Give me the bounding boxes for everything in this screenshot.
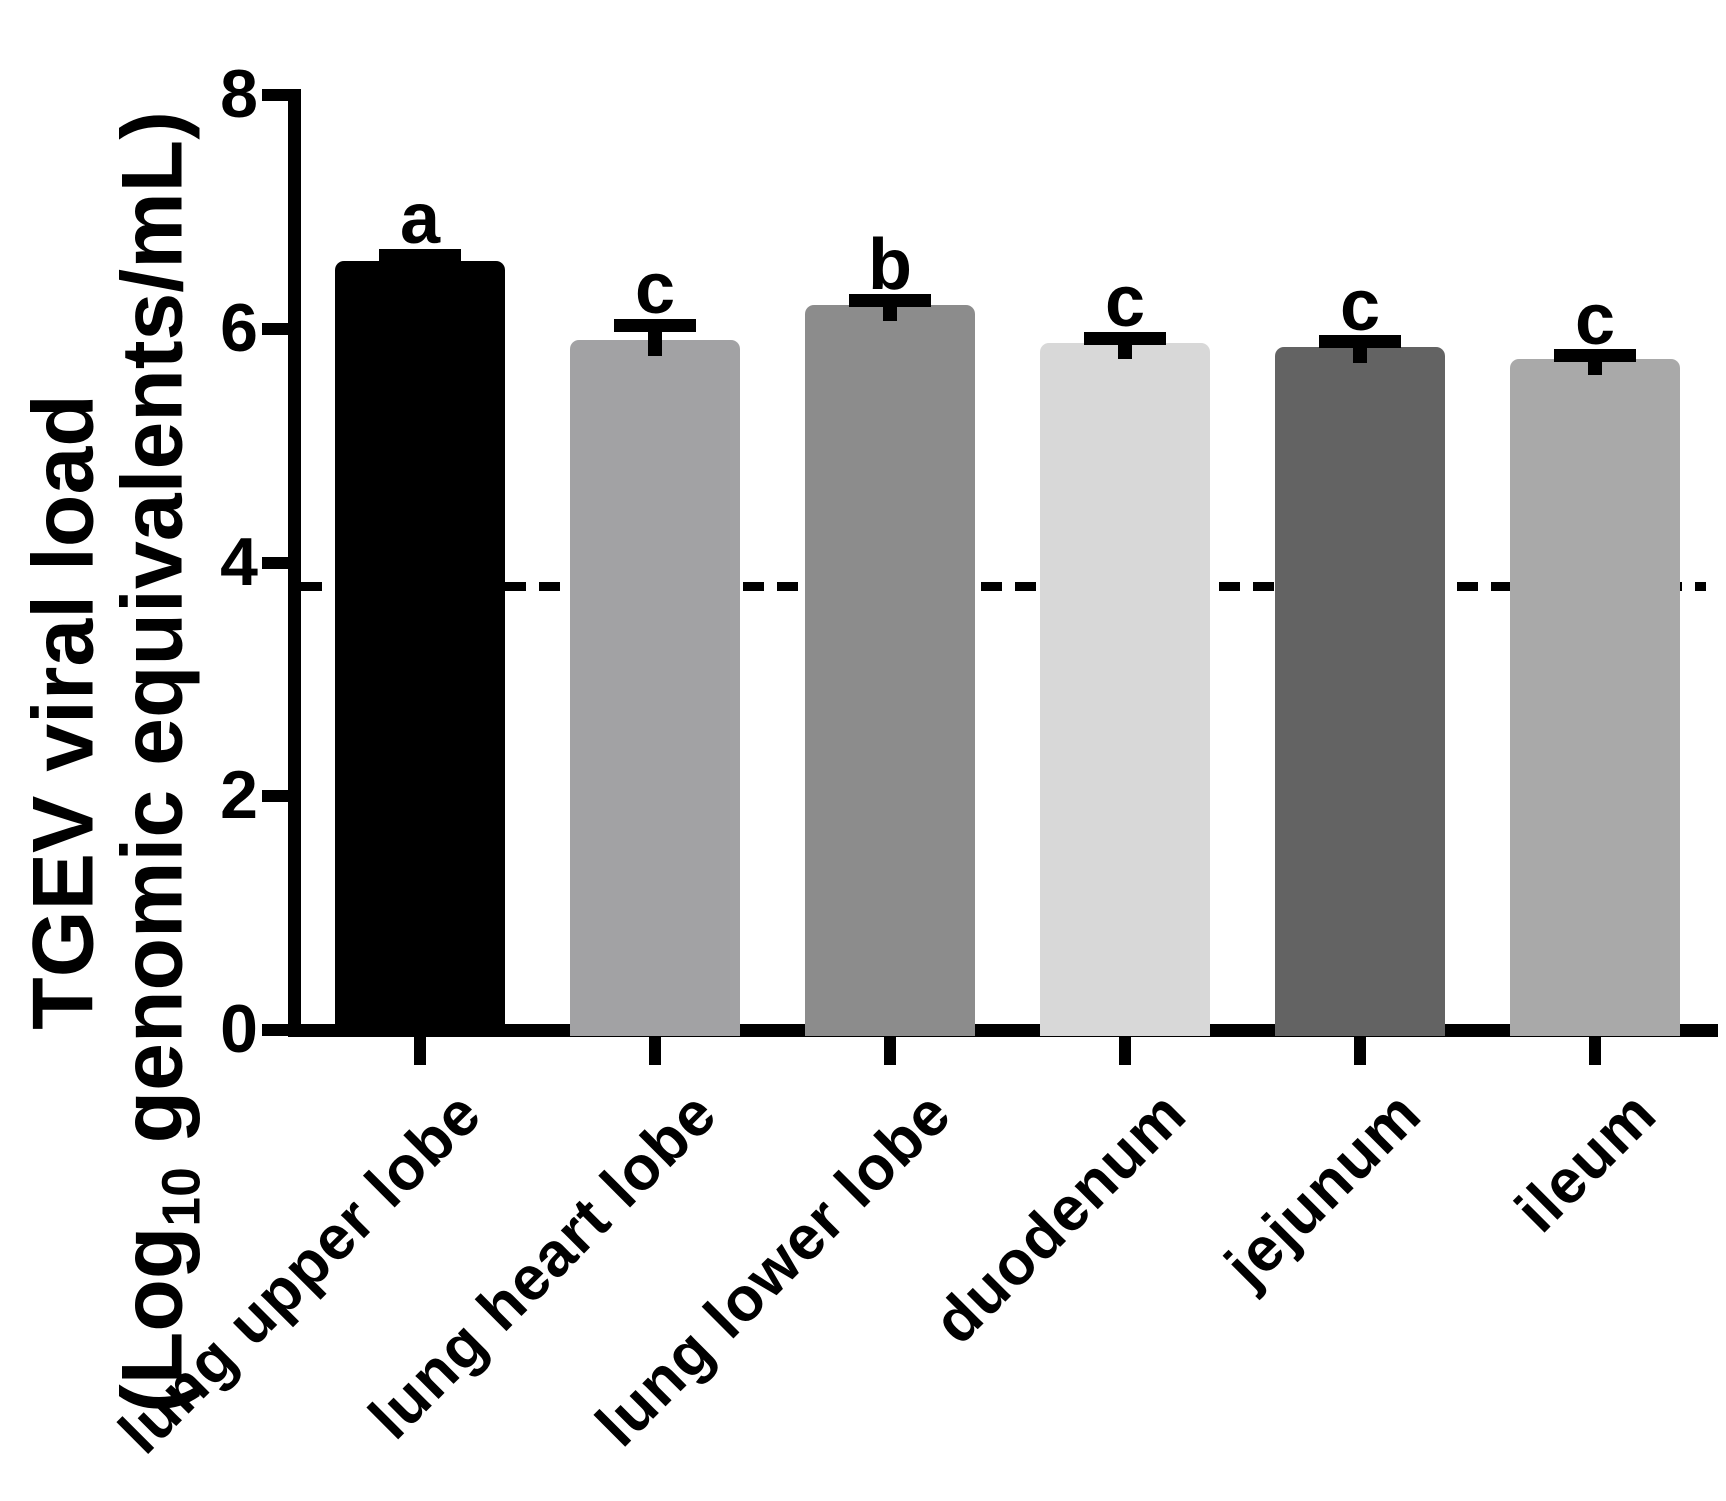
bar-jejunum bbox=[1275, 347, 1445, 1036]
significance-letter-lung-lower-lobe: b bbox=[868, 224, 912, 305]
y-axis-tick bbox=[262, 556, 288, 569]
y-axis-tick bbox=[262, 790, 288, 803]
y-axis-tick bbox=[262, 322, 288, 335]
y-axis-title-log-subscript: 10 bbox=[152, 1167, 212, 1227]
x-axis-label-duodenum: duodenum bbox=[921, 1078, 1200, 1358]
y-axis-tick-label: 2 bbox=[220, 757, 258, 834]
significance-letter-duodenum: c bbox=[1104, 262, 1146, 343]
bar-ileum bbox=[1510, 359, 1680, 1036]
x-axis-tick bbox=[414, 1037, 426, 1065]
bar-lung-upper-lobe bbox=[335, 260, 505, 1036]
error-bar-cap-ileum bbox=[1554, 349, 1636, 363]
significance-letter-lung-upper-lobe: a bbox=[399, 179, 441, 260]
y-axis-tick-label: 6 bbox=[220, 289, 258, 366]
y-axis-tick-label: 4 bbox=[220, 523, 258, 600]
detection-limit-dashed-line bbox=[301, 581, 1706, 591]
error-bar-cap-lung-upper-lobe bbox=[379, 248, 461, 262]
significance-letter-jejunum: c bbox=[1339, 265, 1381, 346]
error-bar-cap-lung-heart-lobe bbox=[614, 318, 696, 332]
x-axis-tick bbox=[884, 1037, 896, 1065]
x-axis-tick bbox=[1354, 1037, 1366, 1065]
bar-lung-heart-lobe bbox=[570, 340, 740, 1036]
y-axis-tick-label: 8 bbox=[220, 56, 258, 132]
x-axis-tick bbox=[1119, 1037, 1131, 1065]
x-axis-tick bbox=[1589, 1037, 1601, 1065]
y-axis-tick-label: 0 bbox=[220, 991, 258, 1067]
significance-letter-ileum: c bbox=[1574, 279, 1616, 360]
error-bar-cap-jejunum bbox=[1319, 335, 1401, 349]
error-bar-cap-lung-lower-lobe bbox=[849, 294, 931, 308]
bar-lung-lower-lobe bbox=[805, 305, 975, 1036]
x-axis-tick bbox=[649, 1037, 661, 1065]
x-axis-label-ileum: ileum bbox=[1502, 1078, 1670, 1246]
y-axis-line bbox=[288, 89, 301, 1037]
y-axis-tick bbox=[262, 89, 288, 101]
error-bar-cap-duodenum bbox=[1084, 331, 1166, 345]
y-axis-tick bbox=[262, 1024, 288, 1036]
error-bar-stem-lung-heart-lobe bbox=[648, 325, 662, 357]
y-axis-title-line1: TGEV viral load bbox=[15, 394, 112, 1030]
significance-letter-lung-heart-lobe: c bbox=[634, 249, 676, 330]
bar-duodenum bbox=[1040, 342, 1210, 1036]
x-axis-label-jejunum: jejunum bbox=[1212, 1078, 1435, 1301]
